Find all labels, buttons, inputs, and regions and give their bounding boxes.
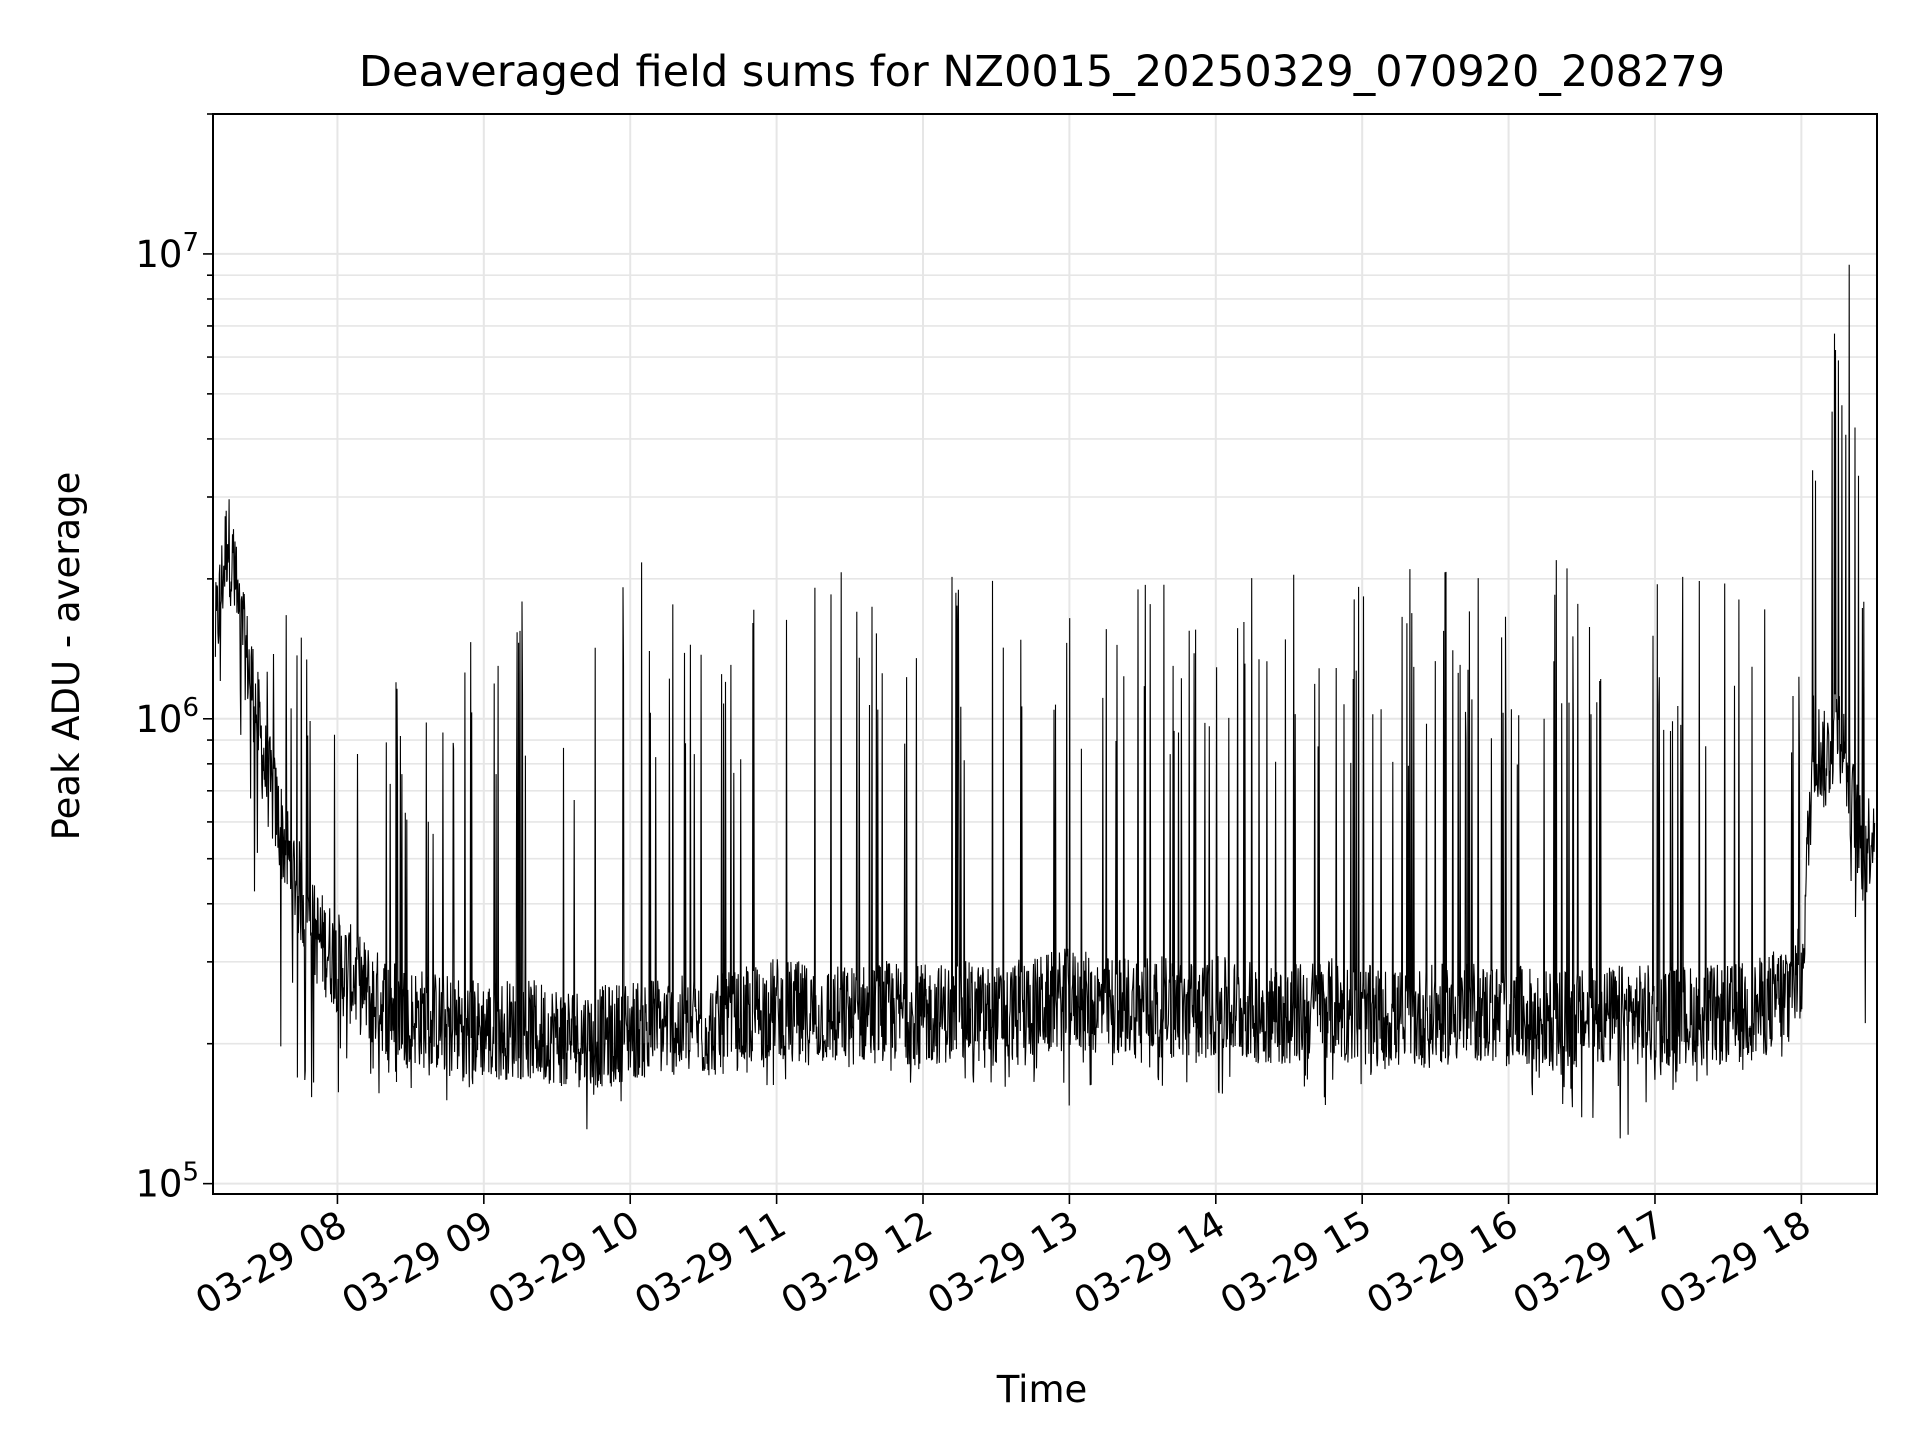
x-tick-label: 03-29 18	[1652, 1203, 1818, 1323]
y-tick-label: 106	[135, 693, 199, 741]
x-tick-label: 03-29 13	[920, 1203, 1086, 1323]
x-tick-label: 03-29 09	[335, 1203, 501, 1323]
x-tick-label: 03-29 16	[1360, 1203, 1526, 1323]
y-tick-label: 107	[135, 228, 199, 276]
x-tick-label: 03-29 12	[774, 1203, 940, 1323]
x-axis-label: Time	[996, 1368, 1088, 1411]
plot-frame	[212, 113, 1878, 1195]
y-tick-label: 105	[135, 1158, 199, 1206]
x-tick-label: 03-29 10	[481, 1203, 647, 1323]
x-tick-label: 03-29 14	[1067, 1203, 1233, 1323]
x-tick-label: 03-29 11	[628, 1203, 794, 1323]
x-tick-label: 03-29 17	[1506, 1203, 1672, 1323]
y-axis-label: Peak ADU - average	[45, 472, 88, 841]
series-layer	[214, 264, 1876, 1139]
x-tick-label: 03-29 08	[188, 1203, 354, 1323]
chart-title: Deaveraged field sums for NZ0015_2025032…	[359, 47, 1725, 97]
x-tick-label: 03-29 15	[1213, 1203, 1379, 1323]
series-line	[214, 264, 1876, 1139]
